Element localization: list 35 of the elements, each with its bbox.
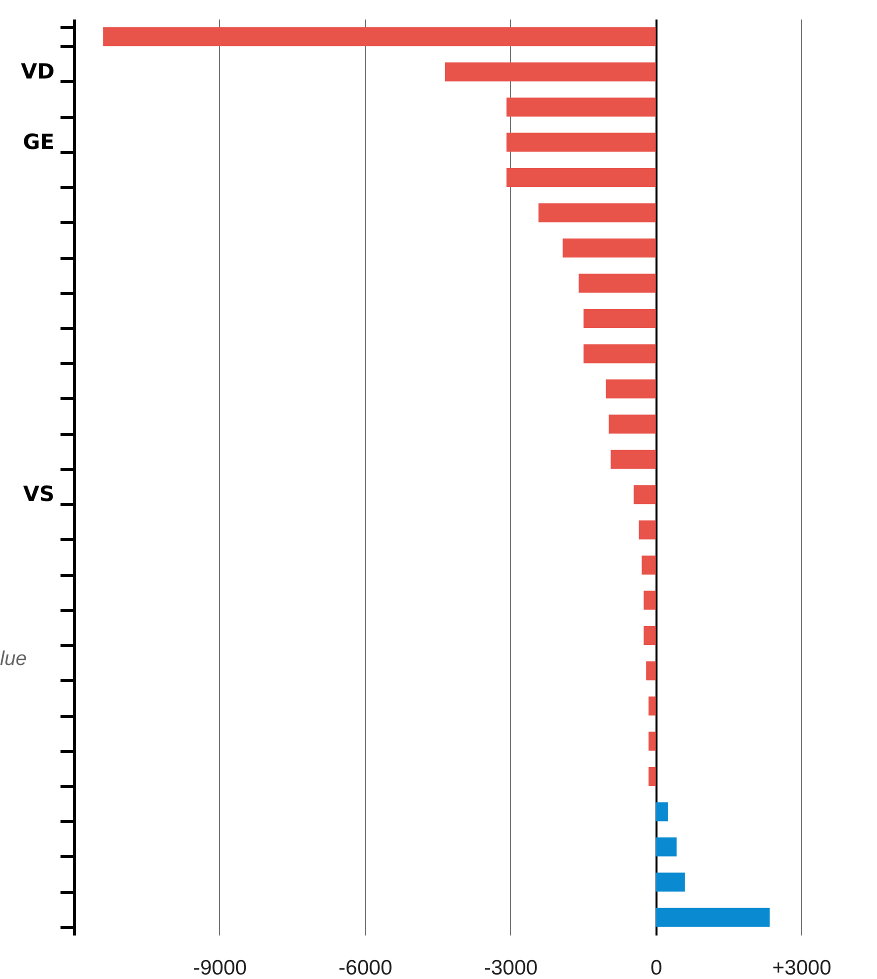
bar [648, 766, 656, 786]
bar [656, 802, 668, 822]
bar [646, 661, 656, 680]
bar [648, 696, 656, 716]
bar [656, 837, 677, 856]
text: lue [0, 648, 27, 671]
bar [506, 132, 656, 152]
x-tick-label: -3000 [484, 956, 538, 979]
bar [656, 908, 770, 927]
bar [506, 98, 656, 117]
x-tick-label: +3000 [772, 956, 832, 979]
bar [584, 344, 656, 364]
bar [444, 62, 656, 82]
bar [642, 556, 656, 575]
bar [506, 168, 656, 188]
bar [648, 732, 656, 751]
bar [562, 238, 656, 258]
bar [584, 308, 656, 328]
y-tick-label: VD [20, 59, 54, 84]
x-tick-label: -9000 [193, 956, 247, 979]
bar [608, 414, 656, 434]
y-tick-label: GE [22, 130, 54, 154]
y-tick-label: VS [23, 482, 54, 506]
bar [103, 27, 656, 46]
bar [644, 590, 656, 610]
x-tick-label: -6000 [338, 956, 392, 979]
bar [634, 485, 656, 504]
bar [578, 274, 656, 293]
bar [606, 379, 656, 398]
bar [644, 626, 656, 646]
x-tick-label: 0 [650, 956, 662, 979]
bar [656, 872, 685, 892]
bar [538, 203, 656, 222]
bar [638, 520, 656, 540]
bar [610, 450, 656, 469]
